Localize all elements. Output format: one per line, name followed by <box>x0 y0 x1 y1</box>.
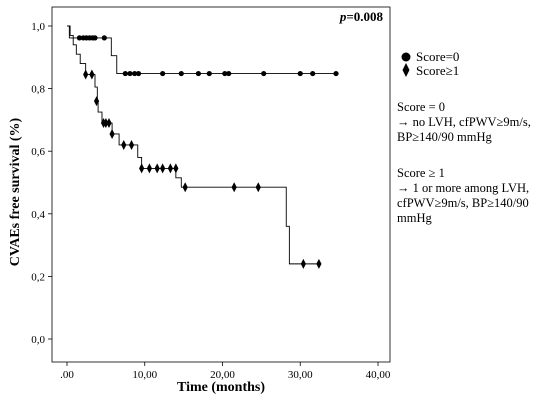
censor-mark-score1 <box>160 163 166 174</box>
censor-mark-score0 <box>76 35 83 41</box>
survival-curves <box>67 25 337 265</box>
x-axis-title: Time (months) <box>177 380 265 395</box>
p-value-annotation: p=0.008 <box>339 9 384 24</box>
censor-mark-score0 <box>127 70 133 77</box>
censor-mark-score0 <box>310 70 316 77</box>
censor-mark-score1 <box>182 182 188 193</box>
legend: Score=0 Score≥1 <box>401 49 459 78</box>
censor-mark-score0 <box>160 70 166 77</box>
censor-mark-score1 <box>128 139 135 150</box>
legend-label-score1: Score≥1 <box>416 63 459 78</box>
censor-mark-score1 <box>173 163 179 174</box>
censor-mark-score1 <box>231 182 237 193</box>
censor-mark-score1 <box>167 163 174 174</box>
censor-mark-score0 <box>226 70 232 77</box>
note-score0-line: Score = 0 <box>397 100 446 114</box>
censor-mark-score1 <box>316 258 322 269</box>
note-score1-line: Score ≥ 1 <box>397 166 445 180</box>
x-tick-label: .00 <box>60 369 74 381</box>
censor-mark-score0 <box>333 70 339 77</box>
censor-mark-score1 <box>139 163 145 174</box>
censor-mark-score0 <box>101 35 107 41</box>
censor-mark-score1 <box>154 163 160 174</box>
censor-mark-score0 <box>261 70 267 77</box>
y-tick-label: 0,8 <box>31 84 45 96</box>
note-score1-line: cfPWV≥9m/s, BP≥140/90 <box>397 196 529 210</box>
survival-curve-score1 <box>67 25 319 265</box>
censor-mark-score0 <box>222 70 228 77</box>
x-tick-label: 10,00 <box>132 369 157 381</box>
censor-mark-score1 <box>300 258 306 269</box>
legend-label-score0: Score=0 <box>416 49 459 64</box>
censor-mark-score1 <box>255 182 261 193</box>
note-score0: Score = 0 → no LVH, cfPWV≥9m/s, BP≥140/9… <box>397 100 549 145</box>
x-tick-label: 30,00 <box>288 369 313 381</box>
note-score1: Score ≥ 1 → 1 or more among LVH, cfPWV≥9… <box>397 166 549 226</box>
censor-mark-score0 <box>178 70 184 77</box>
note-score1-line: → 1 or more among LVH, <box>397 181 530 195</box>
note-score0-line: → no LVH, cfPWV≥9m/s, <box>397 115 531 129</box>
y-tick-label: 0,4 <box>31 209 45 221</box>
censor-mark-score1 <box>103 118 109 129</box>
censor-mark-score0 <box>297 70 303 77</box>
censor-mark-score1 <box>146 163 153 174</box>
censor-mark-score1 <box>109 128 115 139</box>
censor-mark-score0 <box>122 70 128 77</box>
censor-mark-score1 <box>106 118 112 129</box>
censor-mark-score1 <box>89 69 95 80</box>
y-tick-label: 1,0 <box>31 21 45 33</box>
legend-marker-score1 <box>402 63 410 77</box>
y-tick-label: 0,2 <box>31 271 45 283</box>
p-value-label: p <box>339 9 347 24</box>
legend-marker-score0 <box>401 52 411 62</box>
x-axis-ticks: .00 10,00 20,00 30,00 40,00 <box>60 362 391 381</box>
censor-mark-score0 <box>195 70 201 77</box>
censor-mark-score1 <box>93 96 100 107</box>
censor-mark-score1 <box>121 139 127 150</box>
x-tick-label: 40,00 <box>366 369 391 381</box>
x-tick-label: 20,00 <box>210 369 235 381</box>
y-tick-label: 0,6 <box>31 146 45 158</box>
y-axis-title: CVAEs free survival (%) <box>8 117 23 266</box>
note-score1-line: mmHg <box>397 211 432 225</box>
censor-mark-score0 <box>135 70 142 77</box>
censor-mark-score0 <box>92 35 98 41</box>
p-value-number: =0.008 <box>346 9 383 24</box>
censor-mark-score0 <box>206 70 212 77</box>
censor-mark-score1 <box>83 69 89 80</box>
plot-frame <box>51 6 391 363</box>
y-axis-ticks: 0,0 0,2 0,4 0,6 0,8 1,0 <box>31 21 52 346</box>
note-score0-line: BP≥140/90 mmHg <box>397 130 492 144</box>
censor-marks <box>76 35 339 269</box>
censor-mark-score0 <box>132 70 138 77</box>
survival-curve-score0 <box>67 25 337 75</box>
y-tick-label: 0,0 <box>31 334 45 346</box>
